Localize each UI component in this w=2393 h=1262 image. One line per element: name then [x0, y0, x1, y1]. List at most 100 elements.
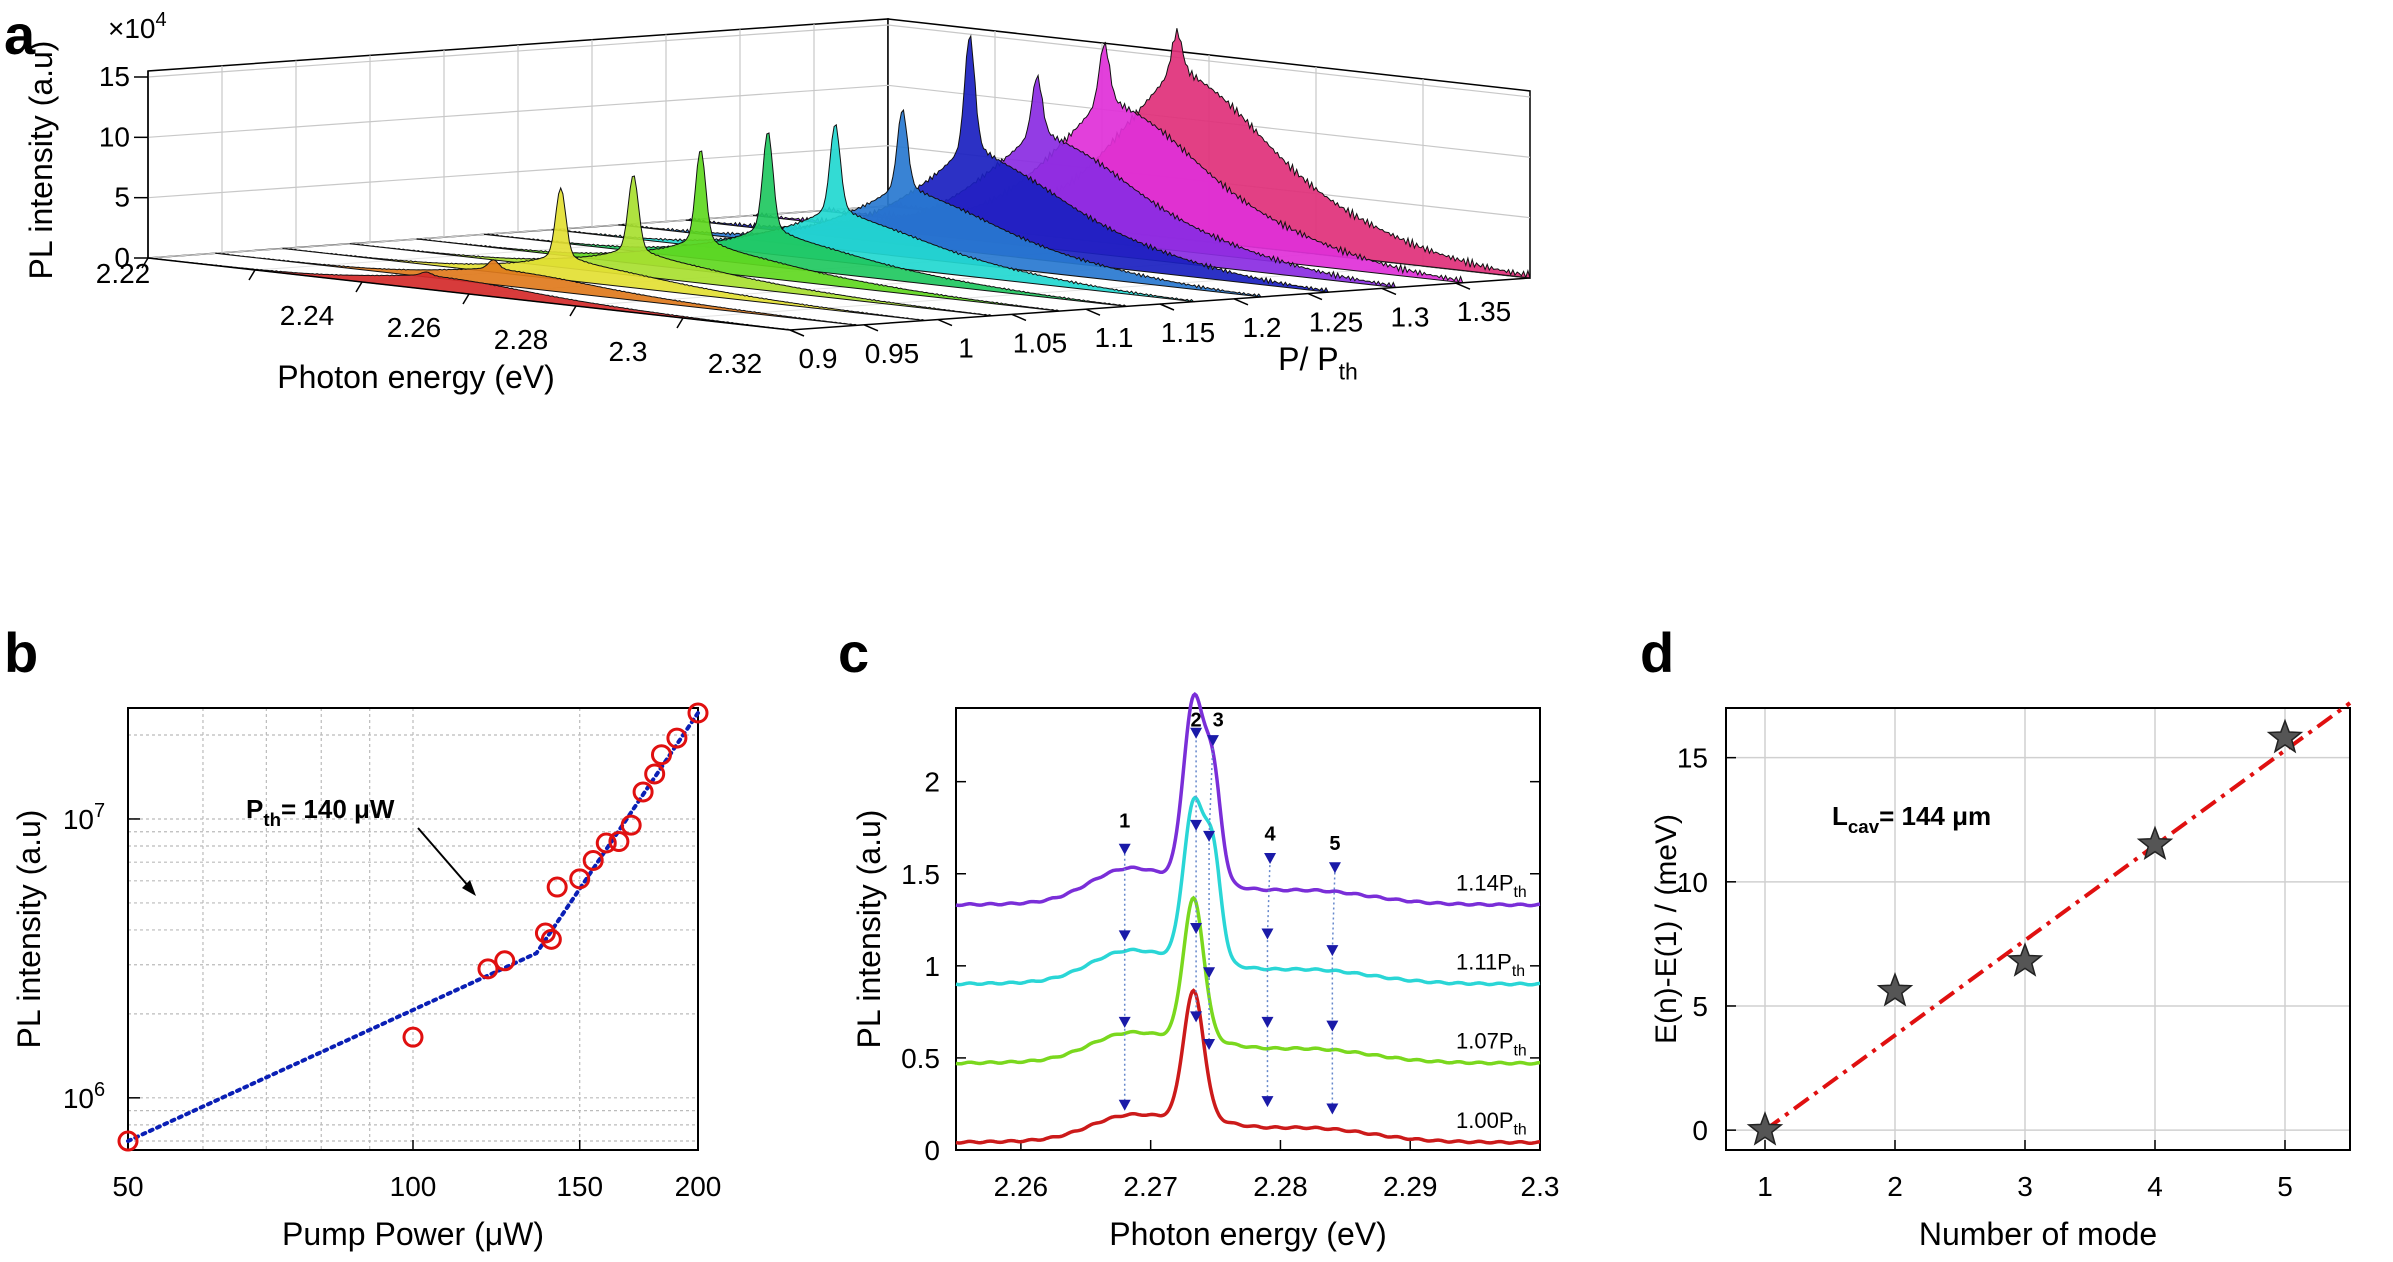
spectrum-line: [955, 795, 1541, 987]
x-tick-label: 2.22: [96, 258, 151, 289]
spectrum-slice: [416, 150, 1060, 312]
y-axis-label: P/ Pth: [1278, 341, 1358, 385]
y-tick: [1381, 287, 1397, 296]
z-tick-label: 5: [114, 182, 130, 213]
z-tick-label: 0: [114, 242, 130, 273]
mode-marker: [1264, 853, 1277, 865]
mode-connector: [1208, 741, 1214, 1046]
y-tick-label: 5: [1692, 991, 1708, 1022]
annotation-pth-main: P: [246, 794, 263, 824]
spectrum-line: [955, 895, 1541, 1066]
mode-marker: [1190, 727, 1203, 739]
spectrum-slice: [483, 132, 1127, 307]
x-tick-label: 2.26: [387, 312, 442, 343]
fit-line: [1763, 701, 2352, 1132]
x-tick-label: 2.24: [280, 300, 335, 331]
x-tick: [462, 293, 470, 305]
y-tick: [937, 318, 953, 327]
series-label: 1.00Pth: [1456, 1108, 1527, 1139]
series-label-main: 1.11P: [1456, 950, 1512, 975]
mode-marker: [1203, 1039, 1216, 1051]
data-point-star: [2266, 718, 2304, 754]
y-tick-label: 1.2: [1243, 312, 1282, 343]
x-tick-label: 2.3: [609, 336, 648, 367]
y-tick: [1011, 313, 1027, 322]
y-tick-label: 0.5: [901, 1043, 940, 1074]
y-tick-label: 1.1: [1095, 322, 1134, 353]
mode-marker: [1261, 1096, 1274, 1108]
annotation-lcav-main: L: [1832, 801, 1848, 831]
series-label: 1.14Pth: [1456, 870, 1527, 901]
x-tick-label: 2.32: [708, 348, 763, 379]
mode-connector: [1331, 868, 1336, 1110]
panel-d: 1 2 3 4 5 0 5 10 15 Lcav= 144 μm Number of mode E(n…: [1650, 701, 2352, 1252]
z-multiplier-exp: 4: [156, 9, 167, 31]
y-tick-exp: 6: [94, 1079, 105, 1101]
x-axis-label: Photon energy (eV): [277, 359, 555, 395]
z-multiplier-base: ×10: [108, 13, 156, 44]
mode-marker: [1118, 930, 1131, 942]
series-label-sub: th: [1512, 963, 1525, 980]
y-tick-label: 15: [1677, 743, 1708, 774]
mode-marker: [1190, 1011, 1203, 1023]
y-tick-label: 1.25: [1309, 307, 1364, 338]
x-tick-label: 200: [675, 1171, 722, 1202]
x-tick-label: 2.27: [1123, 1171, 1178, 1202]
data-point: [540, 928, 562, 950]
data-point: [666, 727, 688, 749]
mode-marker: [1190, 819, 1203, 831]
annotation-pth: Pth= 140 μW: [246, 794, 395, 830]
y-tick-base: 10: [63, 804, 94, 835]
y-tick-label: 1: [958, 333, 974, 364]
y-tick-label: 0: [1692, 1115, 1708, 1146]
data-point: [595, 832, 617, 854]
y-tick: [1455, 282, 1471, 290]
data-point: [546, 876, 568, 898]
y-axis-label-sub: th: [1339, 359, 1358, 385]
y-tick-label: 0.9: [799, 343, 838, 374]
plot-frame: [955, 707, 1541, 1151]
data-point: [494, 950, 516, 972]
mode-marker: [1118, 843, 1131, 855]
y-tick: [1307, 292, 1323, 301]
data-point: [534, 922, 556, 944]
data-point: [402, 1026, 424, 1048]
spectrum-line: [955, 988, 1541, 1145]
x-axis-label: Photon energy (eV): [1109, 1216, 1387, 1252]
x-tick-label: 2.26: [994, 1171, 1049, 1202]
data-point: [582, 849, 604, 871]
data-point: [620, 814, 642, 836]
panel-a: 0 5 10 15 ×104 PL intensity (a.u) 2.22 2.24 2.26…: [23, 9, 1531, 395]
y-tick-label: 1.5: [901, 859, 940, 890]
mode-marker: [1206, 735, 1219, 747]
panel-label-c: c: [838, 621, 869, 684]
mode-marker: [1118, 1099, 1131, 1111]
data-point: [608, 831, 630, 853]
data-point: [117, 1130, 139, 1152]
panel-label-b: b: [4, 621, 38, 684]
x-tick-label: 1: [1757, 1171, 1773, 1202]
mode-marker: [1203, 830, 1216, 842]
series-label-sub: th: [1514, 884, 1527, 901]
y-tick-label: 1.3: [1391, 301, 1430, 332]
series-label-main: 1.14P: [1456, 870, 1514, 895]
y-tick: [863, 324, 879, 332]
x-tick: [355, 281, 363, 293]
z-axis-label: PL intensity (a.u): [23, 41, 59, 280]
y-tick: [1085, 308, 1101, 316]
z-tick-label: 15: [99, 61, 130, 92]
plot-frame: [1725, 707, 2351, 1151]
series-label: 1.11Pth: [1456, 950, 1525, 981]
spectrum-slice: [618, 108, 1262, 298]
mode-marker: [1326, 945, 1339, 957]
y-tick-label: 1.15: [1161, 317, 1216, 348]
data-point: [644, 763, 666, 785]
y-tick: [789, 329, 805, 337]
series-label-sub: th: [1514, 1122, 1527, 1139]
annotation-lcav: Lcav= 144 μm: [1832, 801, 1991, 837]
panel-c: 2.26 2.27 2.28 2.29 2.300.511.521.00Pth1.07P…: [851, 692, 1559, 1252]
y-tick: [1233, 298, 1249, 306]
x-tick: [248, 269, 256, 281]
